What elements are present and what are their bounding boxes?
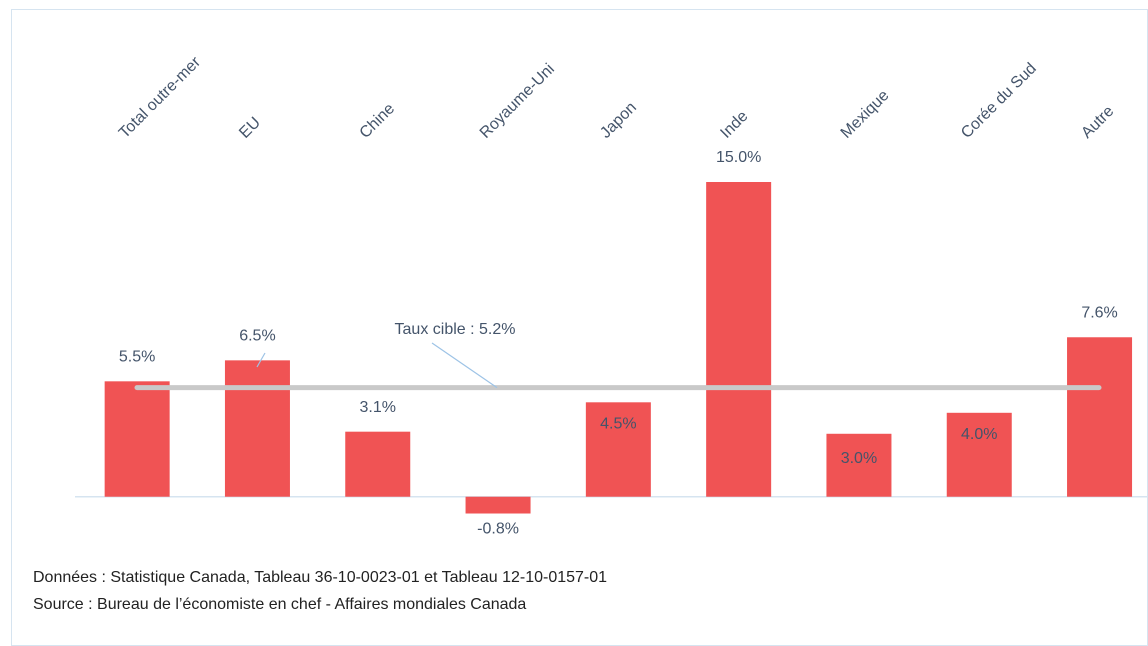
data-label: 15.0%	[716, 149, 761, 166]
data-note: Données : Statistique Canada, Tableau 36…	[33, 569, 607, 586]
bar	[826, 433, 892, 497]
bar	[1067, 337, 1133, 497]
data-label: 4.0%	[961, 426, 997, 443]
data-label: 5.5%	[119, 349, 155, 366]
bar	[465, 496, 531, 514]
chart-border	[11, 9, 1148, 646]
x-tick-label: Corée du Sud	[958, 60, 1040, 142]
x-tick-label: Total outre-mer	[116, 53, 205, 142]
data-label: 3.1%	[360, 399, 396, 416]
x-tick-label: EU	[236, 114, 264, 142]
leader-line	[256, 352, 266, 368]
bar	[946, 412, 1012, 497]
bar	[345, 431, 411, 497]
bar	[706, 182, 772, 497]
data-label: -0.8%	[477, 521, 519, 538]
x-tick-label: Chine	[357, 100, 399, 142]
bar	[104, 381, 170, 497]
x-tick-label: Mexique	[838, 87, 893, 142]
data-label: 6.5%	[239, 328, 275, 345]
leader-line	[431, 342, 498, 389]
bar	[224, 360, 290, 497]
x-tick-label: Royaume-Uni	[477, 61, 558, 142]
target-label: Taux cible : 5.2%	[395, 321, 516, 338]
x-tick-label: Japon	[597, 99, 640, 142]
bar	[585, 402, 651, 497]
source-note: Source : Bureau de l’économiste en chef …	[33, 596, 526, 613]
x-tick-label: Autre	[1078, 103, 1117, 142]
data-label: 4.5%	[600, 416, 636, 433]
data-label: 3.0%	[841, 450, 877, 467]
data-label: 7.6%	[1081, 304, 1117, 321]
x-tick-label: Inde	[717, 108, 751, 142]
